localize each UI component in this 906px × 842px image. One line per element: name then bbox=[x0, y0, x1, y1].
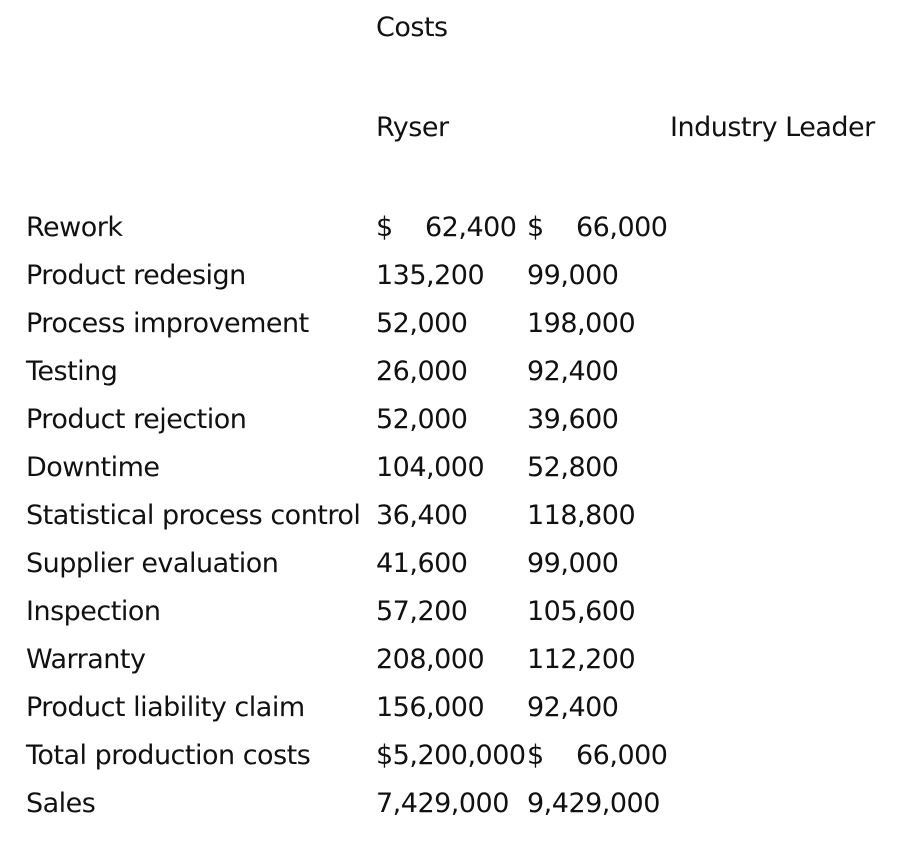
cell-leader: 92,400 bbox=[527, 692, 619, 723]
row-label: Product rejection bbox=[26, 404, 247, 435]
cell-leader: $ 66,000 bbox=[527, 212, 668, 243]
cell-ryser: $5,200,000 bbox=[376, 740, 526, 771]
row-label: Inspection bbox=[26, 596, 161, 627]
cell-leader: 99,000 bbox=[527, 548, 619, 579]
row-label: Supplier evaluation bbox=[26, 548, 279, 579]
cell-ryser: 26,000 bbox=[376, 356, 468, 387]
cell-ryser: 52,000 bbox=[376, 404, 468, 435]
cell-ryser: 36,400 bbox=[376, 500, 468, 531]
row-label: Statistical process control bbox=[26, 500, 361, 531]
cell-leader: 9,429,000 bbox=[527, 788, 660, 819]
cell-leader: 118,800 bbox=[527, 500, 636, 531]
row-label: Product redesign bbox=[26, 260, 246, 291]
cell-ryser: 41,600 bbox=[376, 548, 468, 579]
row-label: Rework bbox=[26, 212, 123, 243]
cell-leader: 112,200 bbox=[527, 644, 636, 675]
cell-ryser: 104,000 bbox=[376, 452, 485, 483]
row-label: Warranty bbox=[26, 644, 146, 675]
cell-ryser: $ 62,400 bbox=[376, 212, 517, 243]
cell-leader: 92,400 bbox=[527, 356, 619, 387]
cell-ryser: 7,429,000 bbox=[376, 788, 509, 819]
cell-ryser: 52,000 bbox=[376, 308, 468, 339]
table-title: Costs bbox=[376, 12, 448, 43]
cell-ryser: 57,200 bbox=[376, 596, 468, 627]
column-header-industry-leader: Industry Leader bbox=[670, 112, 875, 143]
cell-ryser: 156,000 bbox=[376, 692, 485, 723]
row-label: Downtime bbox=[26, 452, 160, 483]
row-label: Testing bbox=[26, 356, 118, 387]
row-label: Sales bbox=[26, 788, 96, 819]
cell-leader: 198,000 bbox=[527, 308, 636, 339]
cell-leader: $ 66,000 bbox=[527, 740, 668, 771]
cell-leader: 99,000 bbox=[527, 260, 619, 291]
cell-ryser: 208,000 bbox=[376, 644, 485, 675]
row-label: Process improvement bbox=[26, 308, 309, 339]
row-label: Total production costs bbox=[26, 740, 311, 771]
cell-leader: 52,800 bbox=[527, 452, 619, 483]
cell-leader: 105,600 bbox=[527, 596, 636, 627]
row-label: Product liability claim bbox=[26, 692, 305, 723]
cell-leader: 39,600 bbox=[527, 404, 619, 435]
column-header-ryser: Ryser bbox=[376, 112, 449, 143]
cell-ryser: 135,200 bbox=[376, 260, 485, 291]
